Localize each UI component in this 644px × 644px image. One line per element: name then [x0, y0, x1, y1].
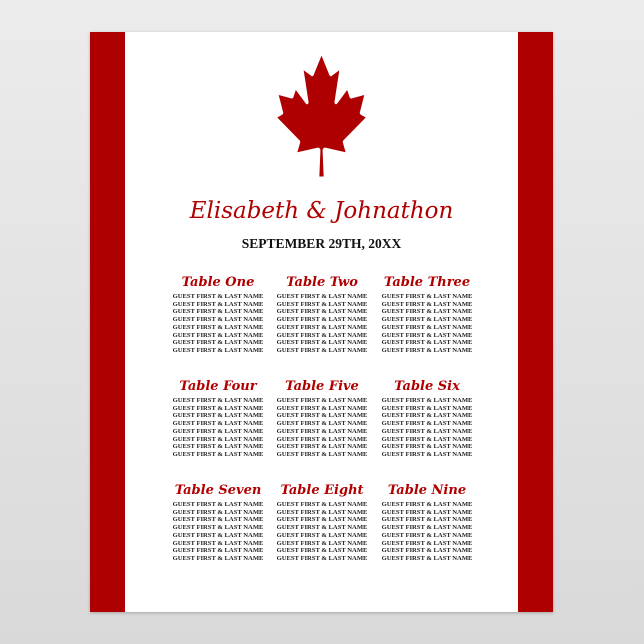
- guest-name: GUEST FIRST & LAST NAME: [172, 404, 264, 412]
- table-title: Table Seven: [174, 483, 262, 498]
- guest-name: GUEST FIRST & LAST NAME: [381, 501, 473, 508]
- event-date: SEPTEMBER 29TH, 20XX: [241, 236, 402, 251]
- guest-name: GUEST FIRST & LAST NAME: [172, 427, 264, 435]
- guest-name: GUEST FIRST & LAST NAME: [172, 516, 264, 524]
- guest-name: GUEST FIRST & LAST NAME: [172, 331, 264, 339]
- guest-name: GUEST FIRST & LAST NAME: [172, 501, 264, 508]
- guest-name: GUEST FIRST & LAST NAME: [276, 516, 368, 524]
- guest-name: GUEST FIRST & LAST NAME: [276, 539, 368, 547]
- table-block: Table Six GUEST FIRST & LAST NAME GUEST FI…: [375, 379, 479, 459]
- guest-name: GUEST FIRST & LAST NAME: [381, 554, 473, 562]
- guest-name: GUEST FIRST & LAST NAME: [276, 308, 368, 316]
- guest-name: GUEST FIRST & LAST NAME: [276, 501, 368, 508]
- guest-name: GUEST FIRST & LAST NAME: [381, 450, 473, 458]
- guest-name: GUEST FIRST & LAST NAME: [172, 323, 264, 331]
- guest-name: GUEST FIRST & LAST NAME: [276, 300, 368, 308]
- guest-name: GUEST FIRST & LAST NAME: [276, 397, 368, 404]
- guest-name: GUEST FIRST & LAST NAME: [276, 293, 368, 300]
- couple-names: Elisabeth & Johnathon: [189, 198, 454, 224]
- guest-name: GUEST FIRST & LAST NAME: [381, 331, 473, 339]
- guest-name: GUEST FIRST & LAST NAME: [172, 531, 264, 539]
- guest-name: GUEST FIRST & LAST NAME: [276, 331, 368, 339]
- table-block: Table Five GUEST FIRST & LAST NAME GUEST F…: [270, 379, 374, 459]
- guest-name: GUEST FIRST & LAST NAME: [172, 300, 264, 308]
- guest-name: GUEST FIRST & LAST NAME: [172, 346, 264, 354]
- guest-name: GUEST FIRST & LAST NAME: [172, 397, 264, 404]
- table-title: Table Nine: [387, 483, 467, 498]
- guest-name: GUEST FIRST & LAST NAME: [381, 316, 473, 324]
- guest-name: GUEST FIRST & LAST NAME: [381, 412, 473, 420]
- guest-name: GUEST FIRST & LAST NAME: [276, 524, 368, 532]
- guest-name: GUEST FIRST & LAST NAME: [276, 404, 368, 412]
- table-title: Table Six: [394, 379, 460, 394]
- table-block: Table Nine GUEST FIRST & LAST NAME GUEST F…: [375, 483, 479, 563]
- guest-name: GUEST FIRST & LAST NAME: [172, 450, 264, 458]
- guest-name: GUEST FIRST & LAST NAME: [172, 293, 264, 300]
- table-block: Table One GUEST FIRST & LAST NAME GUEST FI…: [166, 275, 270, 355]
- guest-name: GUEST FIRST & LAST NAME: [276, 450, 368, 458]
- guest-name: GUEST FIRST & LAST NAME: [276, 547, 368, 555]
- seating-chart-poster: Elisabeth & Johnathon SEPTEMBER 29TH, 20…: [90, 32, 553, 612]
- guest-name: GUEST FIRST & LAST NAME: [172, 547, 264, 555]
- guest-name: GUEST FIRST & LAST NAME: [172, 412, 264, 420]
- guest-name: GUEST FIRST & LAST NAME: [172, 524, 264, 532]
- guest-name: GUEST FIRST & LAST NAME: [381, 308, 473, 316]
- guest-name: GUEST FIRST & LAST NAME: [172, 308, 264, 316]
- guest-name: GUEST FIRST & LAST NAME: [172, 435, 264, 443]
- guest-name: GUEST FIRST & LAST NAME: [276, 339, 368, 347]
- guest-name: GUEST FIRST & LAST NAME: [276, 531, 368, 539]
- table-title: Table One: [181, 275, 255, 290]
- guest-name: GUEST FIRST & LAST NAME: [381, 339, 473, 347]
- guest-name: GUEST FIRST & LAST NAME: [381, 524, 473, 532]
- maple-leaf-icon: [277, 55, 366, 177]
- guest-name: GUEST FIRST & LAST NAME: [381, 508, 473, 516]
- guest-name: GUEST FIRST & LAST NAME: [276, 420, 368, 428]
- table-block: Table Seven GUEST FIRST & LAST NAME GUEST …: [166, 483, 270, 563]
- guest-name: GUEST FIRST & LAST NAME: [381, 293, 473, 300]
- guest-name: GUEST FIRST & LAST NAME: [381, 404, 473, 412]
- guest-name: GUEST FIRST & LAST NAME: [276, 412, 368, 420]
- guest-name: GUEST FIRST & LAST NAME: [172, 554, 264, 562]
- guest-name: GUEST FIRST & LAST NAME: [276, 323, 368, 331]
- guest-name: GUEST FIRST & LAST NAME: [172, 420, 264, 428]
- guest-name: GUEST FIRST & LAST NAME: [381, 531, 473, 539]
- guest-name: GUEST FIRST & LAST NAME: [381, 443, 473, 451]
- guest-name: GUEST FIRST & LAST NAME: [381, 300, 473, 308]
- table-title: Table Eight: [280, 483, 364, 498]
- table-block: Table Three GUEST FIRST & LAST NAME GUEST …: [375, 275, 479, 355]
- guest-name: GUEST FIRST & LAST NAME: [381, 435, 473, 443]
- table-block: Table Two GUEST FIRST & LAST NAME GUEST FI…: [270, 275, 374, 355]
- guest-name: GUEST FIRST & LAST NAME: [172, 443, 264, 451]
- table-block: Table Eight GUEST FIRST & LAST NAME GUEST …: [270, 483, 374, 563]
- right-red-bar: [518, 32, 553, 612]
- table-block: Table Four GUEST FIRST & LAST NAME GUEST F…: [166, 379, 270, 459]
- guest-name: GUEST FIRST & LAST NAME: [381, 420, 473, 428]
- guest-name: GUEST FIRST & LAST NAME: [172, 339, 264, 347]
- guest-name: GUEST FIRST & LAST NAME: [381, 397, 473, 404]
- table-title: Table Four: [179, 379, 257, 394]
- guest-name: GUEST FIRST & LAST NAME: [381, 323, 473, 331]
- guest-name: GUEST FIRST & LAST NAME: [276, 346, 368, 354]
- guest-name: GUEST FIRST & LAST NAME: [172, 539, 264, 547]
- table-title: Table Two: [286, 275, 358, 290]
- guest-name: GUEST FIRST & LAST NAME: [172, 316, 264, 324]
- guest-name: GUEST FIRST & LAST NAME: [381, 427, 473, 435]
- guest-name: GUEST FIRST & LAST NAME: [381, 346, 473, 354]
- guest-name: GUEST FIRST & LAST NAME: [381, 547, 473, 555]
- left-red-bar: [90, 32, 125, 612]
- table-title: Table Five: [285, 379, 359, 394]
- guest-name: GUEST FIRST & LAST NAME: [381, 516, 473, 524]
- guest-name: GUEST FIRST & LAST NAME: [381, 539, 473, 547]
- guest-name: GUEST FIRST & LAST NAME: [276, 316, 368, 324]
- table-title: Table Three: [383, 275, 471, 290]
- guest-name: GUEST FIRST & LAST NAME: [276, 435, 368, 443]
- guest-name: GUEST FIRST & LAST NAME: [276, 508, 368, 516]
- guest-name: GUEST FIRST & LAST NAME: [276, 443, 368, 451]
- guest-name: GUEST FIRST & LAST NAME: [172, 508, 264, 516]
- guest-name: GUEST FIRST & LAST NAME: [276, 554, 368, 562]
- guest-name: GUEST FIRST & LAST NAME: [276, 427, 368, 435]
